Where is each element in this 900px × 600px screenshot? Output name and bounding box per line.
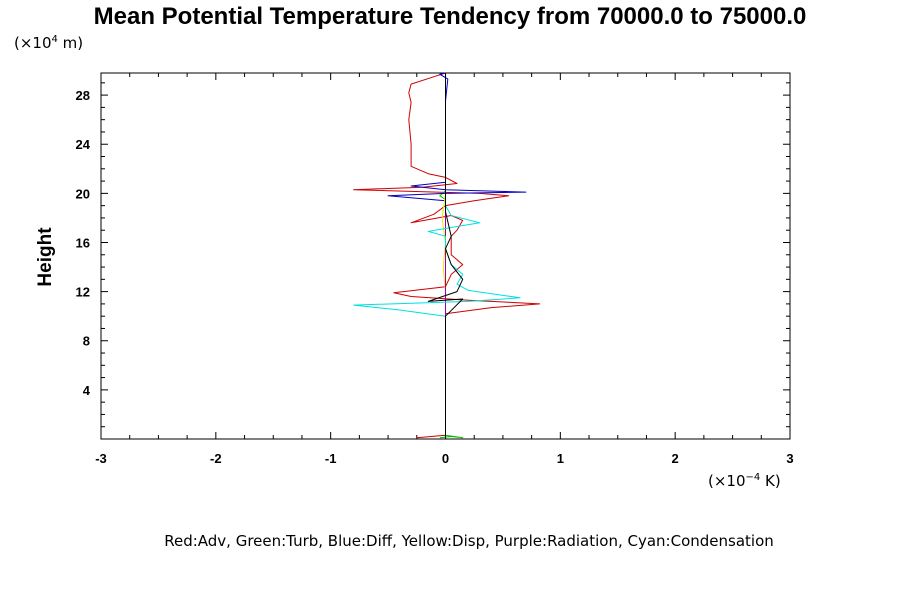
x-tick-label: -3 [95,451,107,466]
x-tick-label: -2 [210,451,222,466]
y-tick-label: 24 [76,137,91,152]
y-tick-label: 16 [76,235,90,250]
y-tick-label: 8 [83,334,90,349]
x-tick-label: 1 [557,451,564,466]
y-tick-label: 12 [76,285,90,300]
y-tick-label: 20 [76,186,90,201]
series-line-condensation [353,73,521,438]
series-line-total [427,73,464,438]
series-line-disp [441,73,446,438]
x-tick-label: 0 [442,451,449,466]
y-tick-label: 28 [76,88,90,103]
x-axis-unit: (×10−4 K) [708,472,781,490]
series-line-adv [353,72,541,439]
y-tick-label: 4 [83,383,91,398]
legend-text: Red:Adv, Green:Turb, Blue:Diff, Yellow:D… [164,532,774,550]
chart-title: Mean Potential Temperature Tendency from… [93,3,807,30]
series-line-diff [387,72,527,438]
x-tick-label: 3 [786,451,793,466]
x-tick-label: 2 [672,451,679,466]
x-tick-label: -1 [325,451,337,466]
y-axis-unit: (×104 m) [14,34,84,52]
